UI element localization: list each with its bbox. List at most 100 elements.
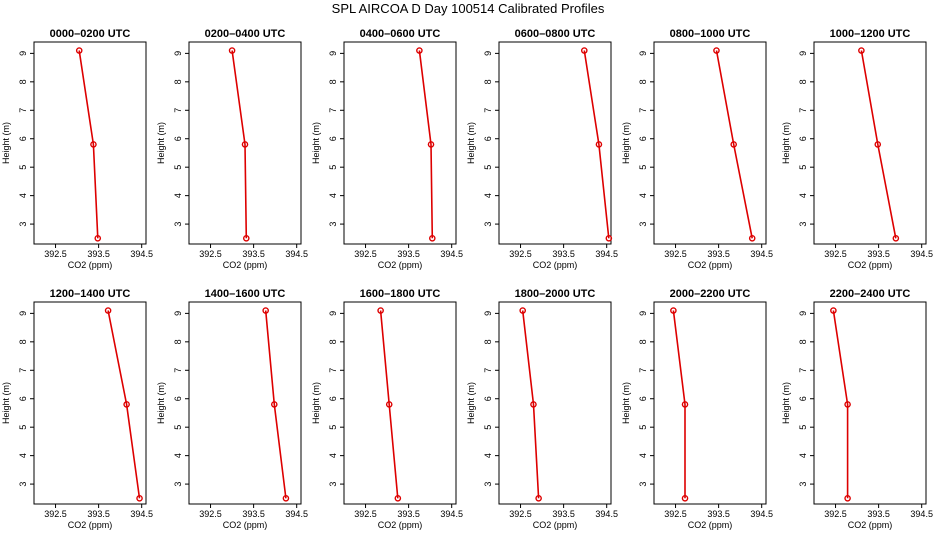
y-tick-label: 5 <box>18 165 28 170</box>
panel-title: 1200–1400 UTC <box>50 288 131 300</box>
y-tick-label: 9 <box>173 51 183 56</box>
panel-title: 0600–0800 UTC <box>515 28 596 40</box>
x-tick-label: 393.5 <box>397 249 420 259</box>
x-tick-label: 394.5 <box>910 509 933 519</box>
y-axis-label: Height (m) <box>1 122 11 164</box>
y-tick-label: 6 <box>638 396 648 401</box>
panels-container: 0000–0200 UTC 392.5 393.5 394.5 3 4 5 6 7 8 9 CO2 (… <box>1 28 933 530</box>
y-axis-label: Height (m) <box>781 122 791 164</box>
y-tick-label: 8 <box>173 339 183 344</box>
y-tick-label: 7 <box>483 108 493 113</box>
y-tick-label: 4 <box>638 193 648 198</box>
x-axis-label: CO2 (ppm) <box>848 520 893 530</box>
x-axis-label: CO2 (ppm) <box>533 520 578 530</box>
data-point <box>530 401 537 408</box>
data-point <box>535 495 542 502</box>
x-tick-label: 392.5 <box>509 249 532 259</box>
profile-line <box>78 50 99 239</box>
y-tick-label: 4 <box>173 453 183 458</box>
data-point <box>892 235 900 242</box>
y-axis-label: Height (m) <box>311 382 321 424</box>
y-tick-label: 4 <box>638 453 648 458</box>
x-tick-label: 393.5 <box>242 509 265 519</box>
y-tick-label: 9 <box>18 311 28 316</box>
x-tick-label: 393.5 <box>707 509 730 519</box>
data-point <box>75 47 83 54</box>
y-tick-label: 3 <box>18 482 28 487</box>
y-tick-label: 9 <box>173 311 183 316</box>
data-point <box>519 307 526 314</box>
x-tick-label: 394.5 <box>750 249 773 259</box>
y-tick-label: 6 <box>173 396 183 401</box>
y-tick-label: 8 <box>483 339 493 344</box>
y-tick-label: 9 <box>483 51 493 56</box>
x-tick-label: 393.5 <box>867 249 890 259</box>
panel-4: 0600–0800 UTC 392.5 393.5 394.5 3 4 5 6 7 8 9 CO2 (… <box>466 28 618 270</box>
y-tick-label: 4 <box>798 453 808 458</box>
y-axis-label: Height (m) <box>156 382 166 424</box>
y-tick-label: 4 <box>798 193 808 198</box>
plot-frame <box>653 41 767 245</box>
panel-10: 1800–2000 UTC 392.5 393.5 394.5 3 4 5 6 7 8 9 CO2 (… <box>466 288 618 530</box>
panel-title: 0000–0200 UTC <box>50 28 131 40</box>
panel-12: 2200–2400 UTC 392.5 393.5 394.5 3 4 5 6 7 8 9 CO2 (… <box>781 288 933 530</box>
data-point <box>123 401 130 408</box>
x-axis-label: CO2 (ppm) <box>688 520 733 530</box>
y-tick-label: 3 <box>798 482 808 487</box>
panel-title: 2200–2400 UTC <box>830 288 911 300</box>
data-point <box>874 141 882 148</box>
x-axis-label: CO2 (ppm) <box>68 260 113 270</box>
y-tick-label: 4 <box>328 193 338 198</box>
x-tick-label: 394.5 <box>440 509 463 519</box>
panel-title: 1000–1200 UTC <box>830 28 911 40</box>
x-tick-label: 394.5 <box>130 249 153 259</box>
plot-frame <box>188 41 302 245</box>
y-tick-label: 3 <box>18 222 28 227</box>
y-tick-label: 4 <box>483 453 493 458</box>
panel-8: 1400–1600 UTC 392.5 393.5 394.5 3 4 5 6 7 8 9 CO2 (… <box>156 288 308 530</box>
panel-title: 0800–1000 UTC <box>670 28 751 40</box>
x-tick-label: 392.5 <box>44 509 67 519</box>
data-point <box>429 235 436 242</box>
data-point <box>94 235 102 242</box>
y-tick-label: 7 <box>483 368 493 373</box>
data-point <box>385 401 393 408</box>
x-tick-label: 392.5 <box>664 509 687 519</box>
y-tick-label: 5 <box>483 425 493 430</box>
y-tick-label: 6 <box>18 136 28 141</box>
panel-2: 0200–0400 UTC 392.5 393.5 394.5 3 4 5 6 7 8 9 CO2 (… <box>156 28 308 270</box>
y-tick-label: 4 <box>173 193 183 198</box>
y-tick-label: 3 <box>328 222 338 227</box>
y-axis-label: Height (m) <box>1 382 11 424</box>
plot-frame <box>188 301 302 505</box>
x-tick-label: 393.5 <box>242 249 265 259</box>
y-tick-label: 3 <box>173 222 183 227</box>
panel-5: 0800–1000 UTC 392.5 393.5 394.5 3 4 5 6 7 8 9 CO2 (… <box>621 28 773 270</box>
y-tick-label: 7 <box>328 108 338 113</box>
y-tick-label: 5 <box>328 425 338 430</box>
y-tick-label: 3 <box>328 482 338 487</box>
x-axis-label: CO2 (ppm) <box>848 260 893 270</box>
y-tick-label: 7 <box>173 108 183 113</box>
y-tick-label: 6 <box>798 136 808 141</box>
y-tick-label: 5 <box>173 165 183 170</box>
plot-frame <box>343 301 457 505</box>
profile-line <box>107 310 141 499</box>
x-tick-label: 392.5 <box>509 509 532 519</box>
y-tick-label: 5 <box>638 425 648 430</box>
y-tick-label: 5 <box>328 165 338 170</box>
y-tick-label: 6 <box>328 136 338 141</box>
data-point <box>730 141 737 148</box>
profile-line <box>583 50 610 239</box>
y-tick-label: 6 <box>173 136 183 141</box>
y-axis-label: Height (m) <box>621 122 631 164</box>
data-point <box>242 235 250 242</box>
data-point <box>90 141 97 148</box>
data-point <box>670 307 677 314</box>
x-tick-label: 394.5 <box>130 509 153 519</box>
data-point <box>830 307 837 314</box>
y-tick-label: 6 <box>18 396 28 401</box>
profile-line <box>672 310 686 499</box>
y-tick-label: 5 <box>18 425 28 430</box>
